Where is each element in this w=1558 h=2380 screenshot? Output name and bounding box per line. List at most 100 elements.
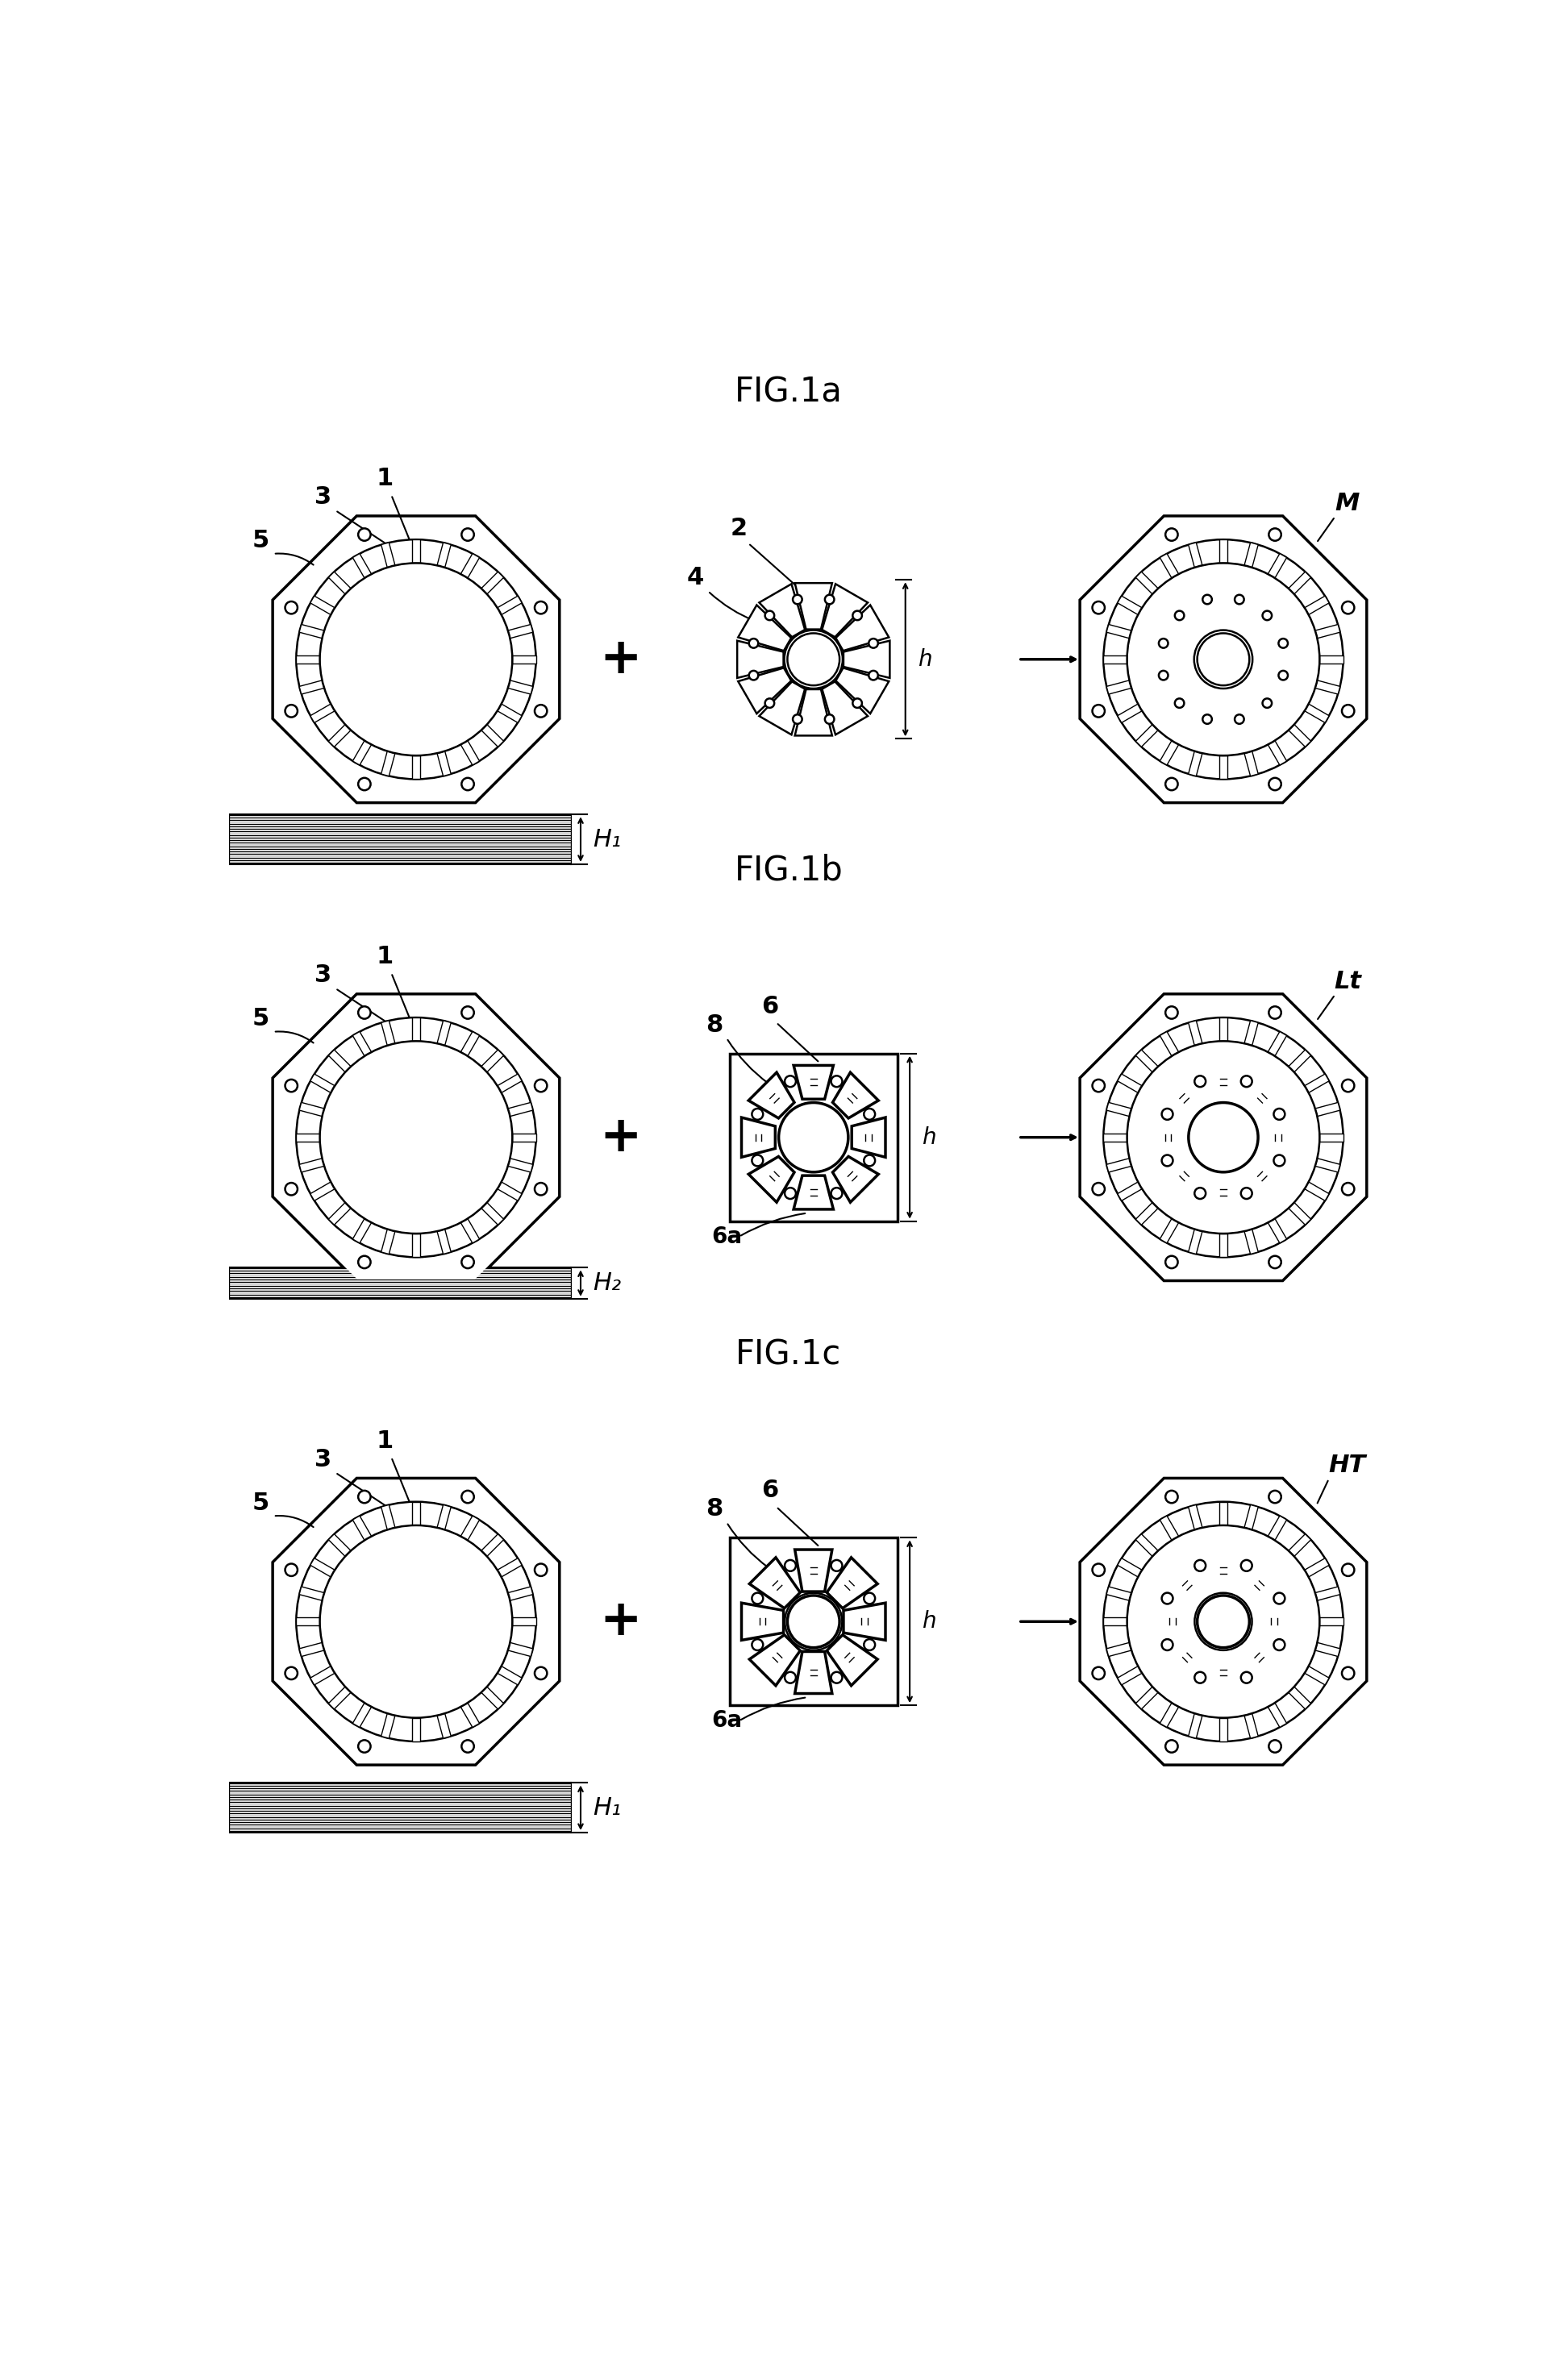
Text: FIG.1c: FIG.1c	[735, 1338, 841, 1371]
Polygon shape	[296, 654, 319, 664]
Polygon shape	[1151, 1604, 1193, 1640]
Text: 6: 6	[760, 1478, 777, 1502]
Text: 6a: 6a	[710, 1709, 742, 1733]
Polygon shape	[1147, 669, 1200, 714]
Circle shape	[1193, 1592, 1251, 1649]
Polygon shape	[1315, 1587, 1340, 1602]
Circle shape	[1341, 1666, 1354, 1680]
Polygon shape	[310, 1559, 335, 1578]
Polygon shape	[1136, 724, 1158, 747]
Polygon shape	[481, 1535, 503, 1557]
Polygon shape	[1136, 1687, 1158, 1709]
Polygon shape	[508, 624, 533, 638]
Polygon shape	[1267, 1031, 1285, 1057]
Polygon shape	[1304, 1666, 1329, 1685]
Circle shape	[784, 631, 843, 688]
Polygon shape	[497, 1073, 522, 1092]
Circle shape	[1240, 1076, 1251, 1088]
Circle shape	[1165, 1490, 1178, 1504]
Polygon shape	[1288, 1687, 1310, 1709]
Circle shape	[534, 1183, 547, 1195]
Circle shape	[1201, 595, 1211, 605]
Circle shape	[1240, 1188, 1251, 1200]
Text: 5: 5	[252, 1492, 270, 1514]
Polygon shape	[436, 1021, 450, 1045]
Polygon shape	[1320, 1618, 1343, 1626]
Polygon shape	[1158, 1073, 1203, 1119]
Polygon shape	[795, 1652, 832, 1695]
Polygon shape	[329, 724, 351, 747]
Polygon shape	[329, 1202, 351, 1226]
Polygon shape	[1147, 640, 1193, 678]
Circle shape	[358, 528, 371, 540]
Circle shape	[784, 1673, 796, 1683]
Circle shape	[1092, 704, 1105, 716]
Polygon shape	[1117, 595, 1142, 614]
Circle shape	[1165, 528, 1178, 540]
Circle shape	[751, 1640, 763, 1649]
Text: 2: 2	[731, 516, 748, 540]
Polygon shape	[299, 1159, 324, 1173]
Circle shape	[1187, 1102, 1257, 1171]
Polygon shape	[795, 690, 832, 735]
Polygon shape	[1136, 1535, 1158, 1557]
Polygon shape	[1243, 543, 1257, 566]
Bar	[229, 1783, 572, 1833]
Circle shape	[830, 1673, 841, 1683]
Polygon shape	[1106, 1102, 1131, 1116]
Circle shape	[1103, 1019, 1343, 1257]
Circle shape	[358, 1007, 371, 1019]
Polygon shape	[329, 571, 351, 595]
Polygon shape	[843, 640, 890, 678]
Text: h: h	[918, 647, 932, 671]
Circle shape	[461, 778, 474, 790]
Text: 8: 8	[706, 1497, 723, 1521]
Circle shape	[1268, 778, 1281, 790]
Polygon shape	[1315, 1159, 1340, 1173]
Polygon shape	[436, 1228, 450, 1254]
Polygon shape	[795, 583, 832, 628]
Polygon shape	[759, 681, 804, 735]
Polygon shape	[1159, 740, 1178, 764]
Circle shape	[1175, 697, 1184, 707]
Polygon shape	[1203, 1176, 1243, 1209]
Polygon shape	[329, 1687, 351, 1709]
Polygon shape	[1187, 1228, 1201, 1254]
Polygon shape	[1159, 1516, 1178, 1540]
Circle shape	[830, 1188, 841, 1200]
Polygon shape	[1159, 555, 1178, 578]
Circle shape	[1158, 638, 1167, 647]
Circle shape	[358, 778, 371, 790]
Polygon shape	[1117, 704, 1142, 724]
Polygon shape	[1168, 681, 1214, 735]
Polygon shape	[513, 654, 536, 664]
Polygon shape	[1288, 1535, 1310, 1557]
Circle shape	[793, 714, 802, 724]
Polygon shape	[497, 1666, 522, 1685]
Circle shape	[296, 540, 536, 778]
Polygon shape	[497, 704, 522, 724]
Polygon shape	[1288, 571, 1310, 595]
Circle shape	[1240, 1673, 1251, 1683]
Polygon shape	[1267, 1516, 1285, 1540]
Text: H₂: H₂	[592, 1271, 622, 1295]
Polygon shape	[1320, 654, 1343, 664]
Polygon shape	[310, 1183, 335, 1202]
Polygon shape	[795, 1549, 832, 1592]
Polygon shape	[821, 681, 868, 735]
Polygon shape	[411, 1502, 421, 1526]
Circle shape	[358, 1257, 371, 1269]
Polygon shape	[1117, 1559, 1142, 1578]
Polygon shape	[382, 752, 394, 776]
Circle shape	[793, 595, 802, 605]
Circle shape	[1193, 1559, 1204, 1571]
Circle shape	[1234, 714, 1243, 724]
Polygon shape	[352, 1219, 371, 1242]
Polygon shape	[310, 1073, 335, 1092]
Polygon shape	[1159, 1635, 1209, 1685]
Polygon shape	[299, 624, 324, 638]
Circle shape	[1126, 1526, 1320, 1718]
Polygon shape	[793, 1066, 834, 1100]
Circle shape	[751, 1154, 763, 1166]
Circle shape	[1126, 564, 1320, 754]
